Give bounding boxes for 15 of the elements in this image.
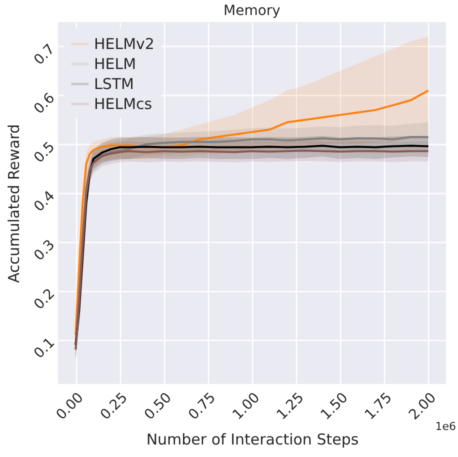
legend-label: LSTM xyxy=(94,75,134,93)
text: 1e6 xyxy=(435,420,456,433)
chart-title: Memory xyxy=(224,3,280,19)
y-tick-label: 0.4 xyxy=(31,188,58,216)
legend-label: HELMcs xyxy=(94,95,152,113)
y-axis-title: Accumulated Reward xyxy=(4,124,23,283)
legend-label: HELM xyxy=(94,55,136,73)
legend-label: HELMv2 xyxy=(94,35,154,53)
y-tick-label: 0.3 xyxy=(31,236,58,264)
y-tick-label: 0.1 xyxy=(31,334,58,362)
y-tick-label: 0.5 xyxy=(31,139,58,166)
y-tick-label: 0.6 xyxy=(31,90,58,118)
x-axis-title: Number of Interaction Steps xyxy=(146,430,359,448)
y-tick-label: 0.2 xyxy=(31,286,58,313)
y-tick-label: 0.7 xyxy=(31,41,58,68)
